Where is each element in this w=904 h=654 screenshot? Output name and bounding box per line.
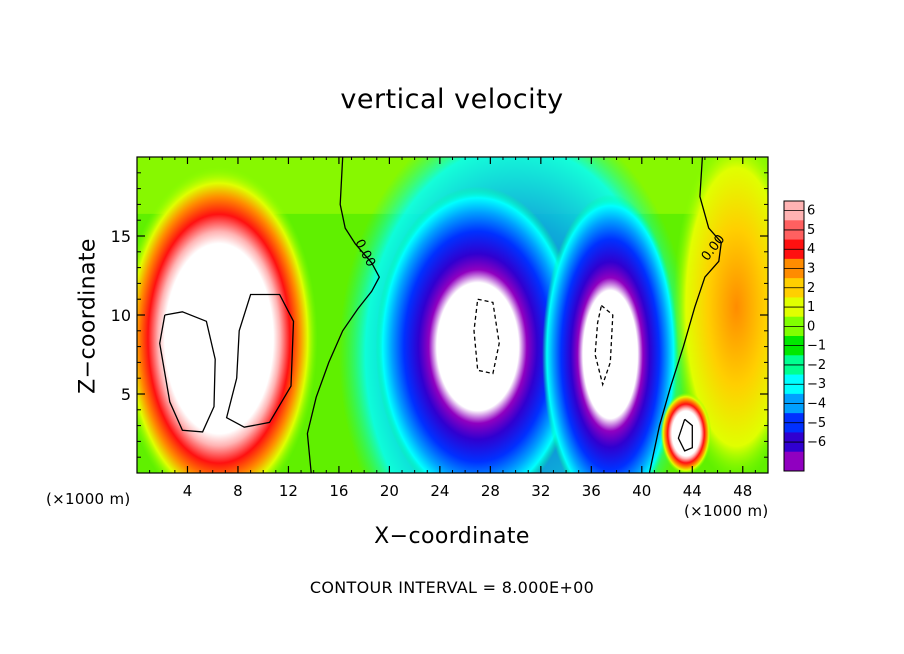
x-axis-label: X−coordinate — [374, 524, 530, 549]
colorbar-label-3: 3 — [807, 262, 815, 277]
colorbar-label-9: −3 — [807, 377, 826, 392]
x-tick-label-32: 32 — [531, 482, 550, 500]
colorbar-label-11: −5 — [807, 416, 826, 431]
right-edge-updraft — [673, 157, 768, 473]
y-tick-label-5: 5 — [121, 385, 131, 404]
velocity-field — [137, 157, 768, 473]
x-tick-label-8: 8 — [233, 482, 243, 500]
x-tick-label-4: 4 — [183, 482, 193, 500]
colorbar-label-10: −4 — [807, 397, 826, 412]
x-unit-label-right: (×1000 m) — [684, 502, 769, 520]
colorbar-label-5: 1 — [807, 300, 815, 315]
feature-downdraft-1 — [375, 186, 580, 473]
contour-interval-note: CONTOUR INTERVAL = 8.000E+00 — [309, 578, 595, 597]
feature-updraft-3 — [660, 392, 712, 473]
colorbar-label-1: 5 — [807, 223, 815, 238]
x-tick-label-36: 36 — [582, 482, 601, 500]
x-tick-label-24: 24 — [430, 482, 449, 500]
updraft-contour-b — [225, 293, 295, 428]
colorbar-swatch-13 — [784, 451, 804, 472]
colorbar: 6 5 4 3 2 1 0 −1 −2 −3 −4 −5 −6 — [783, 200, 826, 472]
x-tick-label-48: 48 — [733, 482, 752, 500]
zero-contour-right — [648, 157, 722, 473]
x-tick-label-20: 20 — [380, 482, 399, 500]
colorbar-label-6: 0 — [807, 319, 815, 334]
colorbar-label-8: −2 — [807, 358, 826, 373]
colorbar-frame — [783, 200, 805, 472]
chart-title: vertical velocity — [340, 84, 564, 115]
feature-downdraft-2 — [542, 194, 679, 473]
x-tick-label-44: 44 — [683, 482, 702, 500]
colorbar-label-7: −1 — [807, 339, 826, 354]
updraft-contour-c — [677, 418, 693, 452]
x-tick-label-28: 28 — [481, 482, 500, 500]
downdraft-contour-b — [594, 305, 614, 387]
y-tick-label-15: 15 — [111, 227, 131, 246]
y-tick-label-10: 10 — [111, 306, 131, 325]
x-tick-label-16: 16 — [329, 482, 348, 500]
zero-contour-left — [306, 157, 381, 473]
colorbar-label-12: −6 — [807, 435, 826, 450]
updraft-contour-a — [159, 311, 216, 433]
colorbar-label-2: 4 — [807, 242, 815, 257]
colorbar-label-0: 6 — [807, 204, 815, 219]
colorbar-label-4: 2 — [807, 281, 815, 296]
x-tick-label-12: 12 — [279, 482, 298, 500]
downdraft-contour-a — [473, 298, 500, 375]
x-unit-label-left: (×1000 m) — [46, 490, 131, 508]
feature-updraft-0 — [137, 165, 318, 473]
x-tick-label-40: 40 — [632, 482, 651, 500]
